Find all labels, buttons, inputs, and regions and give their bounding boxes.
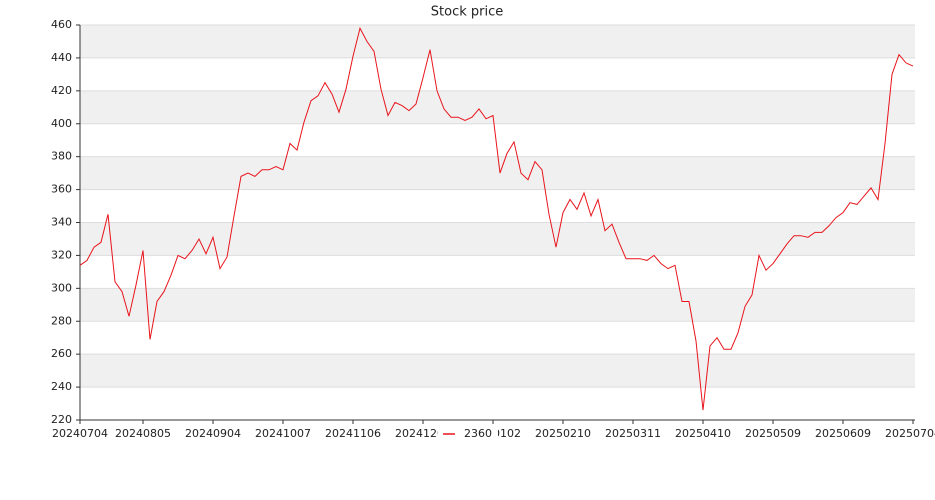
y-tick-label: 440 [51, 51, 72, 64]
grid-band [80, 354, 915, 388]
x-tick-label: 20240904 [185, 427, 241, 440]
x-tick-label: 20250509 [745, 427, 801, 440]
x-tick-label: 20250704 [885, 427, 935, 440]
chart-title: Stock price [431, 5, 503, 20]
x-tick-label: 20241205 [395, 427, 451, 440]
line [79, 26, 914, 411]
legend: 2360 [438, 426, 498, 442]
x-tick-label: 20250410 [675, 427, 731, 440]
y-tick-label: 280 [51, 314, 72, 327]
grid-band [80, 156, 915, 190]
y-tick-label: 220 [51, 413, 72, 426]
y-tick-label: 260 [51, 347, 72, 360]
y-tick-label: 300 [51, 281, 72, 294]
grid-band [80, 288, 915, 322]
x-tick-label: 20240704 [52, 427, 108, 440]
x-tick-label: 20241106 [325, 427, 381, 440]
y-tick-label: 340 [51, 216, 72, 229]
grid-band [80, 25, 915, 58]
grid-band [80, 90, 915, 124]
y-tick-label: 400 [51, 117, 72, 130]
y-tick-label: 380 [51, 150, 72, 163]
x-tick-label: 20241007 [255, 427, 311, 440]
y-tick-label: 420 [51, 84, 72, 97]
y-tick-label: 320 [51, 248, 72, 261]
legend-box [438, 426, 498, 442]
y-tick-label: 360 [51, 183, 72, 196]
x-tick-label: 20250210 [535, 427, 591, 440]
y-tick-label: 240 [51, 380, 72, 393]
legend-label: 2360 [464, 427, 492, 440]
x-tick-label: 20250609 [815, 427, 871, 440]
y-tick-label: 460 [51, 18, 72, 31]
x-tick-label: 20240805 [115, 427, 171, 440]
x-tick-label: 20250311 [605, 427, 661, 440]
grid-band [80, 222, 915, 256]
